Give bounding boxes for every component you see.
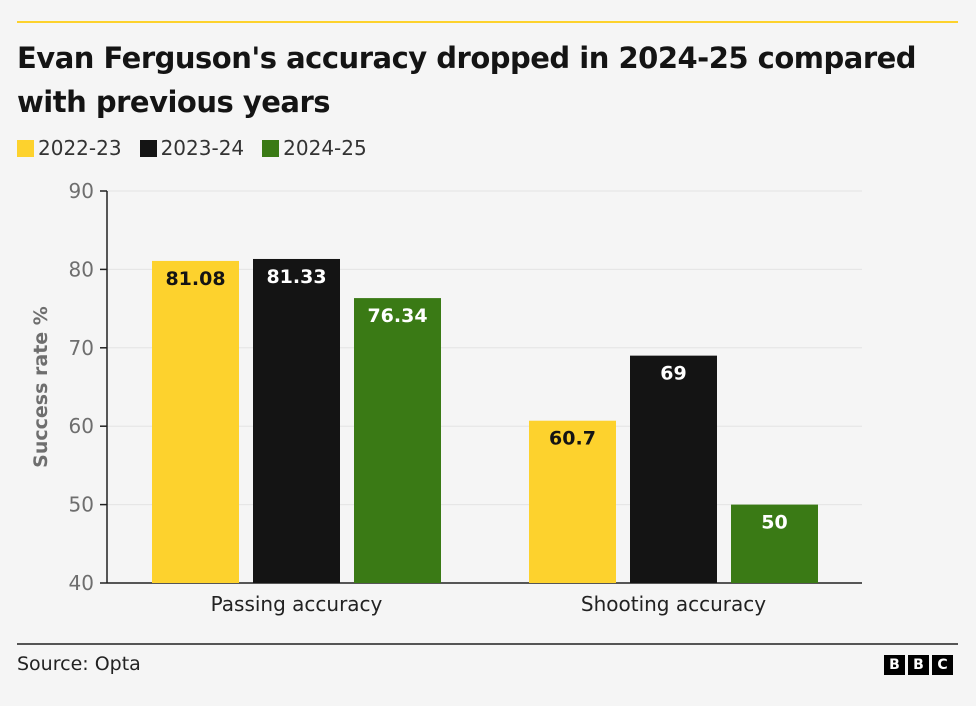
y-tick-label: 80 bbox=[69, 257, 94, 281]
chart-title: Evan Ferguson's accuracy dropped in 2024… bbox=[17, 41, 917, 119]
footer-divider bbox=[17, 643, 958, 645]
data-label: 76.34 bbox=[367, 305, 427, 327]
legend-swatch bbox=[262, 139, 280, 157]
bar-2023-24-1 bbox=[630, 355, 717, 583]
x-category-label: Passing accuracy bbox=[211, 592, 383, 616]
y-tick-label: 40 bbox=[69, 571, 94, 595]
legend-swatch bbox=[139, 139, 157, 157]
y-tick-label: 60 bbox=[69, 414, 94, 438]
bar-2023-24-0 bbox=[253, 258, 340, 583]
bar-2024-25-1 bbox=[731, 504, 818, 583]
y-tick-label: 70 bbox=[69, 336, 94, 360]
data-label: 60.7 bbox=[549, 428, 596, 450]
y-axis-label: Success rate % bbox=[30, 306, 52, 468]
y-tick-label: 50 bbox=[69, 493, 94, 517]
source-text: Source: Opta bbox=[17, 653, 141, 675]
legend-label: 2024-25 bbox=[283, 136, 367, 160]
bar-2022-23-0 bbox=[152, 260, 239, 583]
legend-item-2022-23: 2022-23 bbox=[17, 136, 122, 160]
y-tick-label: 90 bbox=[69, 179, 94, 203]
bar-2024-25-0 bbox=[354, 298, 441, 583]
x-category-label: Shooting accuracy bbox=[581, 592, 766, 616]
data-label: 81.08 bbox=[165, 268, 225, 290]
data-label: 50 bbox=[761, 512, 787, 534]
legend: 2022-23 2023-24 2024-25 bbox=[17, 136, 367, 160]
legend-item-2023-24: 2023-24 bbox=[139, 136, 245, 160]
legend-swatch bbox=[17, 139, 34, 157]
legend-label: 2022-23 bbox=[38, 136, 122, 160]
data-label: 81.33 bbox=[266, 266, 326, 288]
legend-item-2024-25: 2024-25 bbox=[262, 136, 367, 160]
legend-label: 2023-24 bbox=[160, 136, 245, 160]
top-accent-line bbox=[17, 21, 958, 23]
bar-2022-23-1 bbox=[529, 420, 616, 583]
data-label: 69 bbox=[660, 363, 686, 385]
